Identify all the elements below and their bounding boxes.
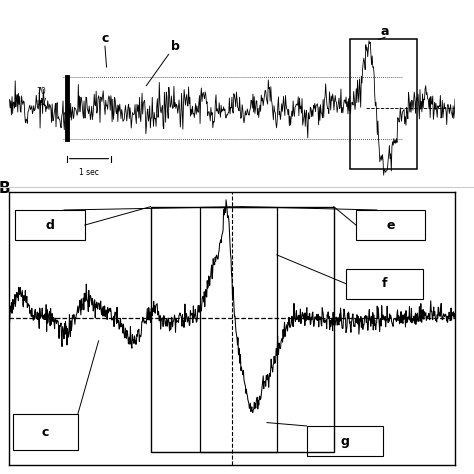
Text: d: d xyxy=(46,219,55,232)
Text: 70
μV: 70 μV xyxy=(36,87,46,107)
Text: 1 sec: 1 sec xyxy=(79,168,99,177)
Text: a: a xyxy=(381,25,389,38)
Bar xyxy=(16,210,85,240)
Text: g: g xyxy=(340,435,349,447)
Text: c: c xyxy=(101,32,109,46)
Text: b: b xyxy=(171,40,180,53)
Text: c: c xyxy=(42,426,49,438)
Bar xyxy=(200,207,277,452)
Bar xyxy=(356,210,425,240)
Bar xyxy=(350,39,417,169)
Bar xyxy=(151,207,334,452)
Bar xyxy=(307,426,383,456)
Bar xyxy=(13,414,78,450)
Text: f: f xyxy=(382,277,387,290)
Bar xyxy=(346,269,423,299)
Text: e: e xyxy=(386,219,395,232)
Text: B: B xyxy=(0,181,10,196)
